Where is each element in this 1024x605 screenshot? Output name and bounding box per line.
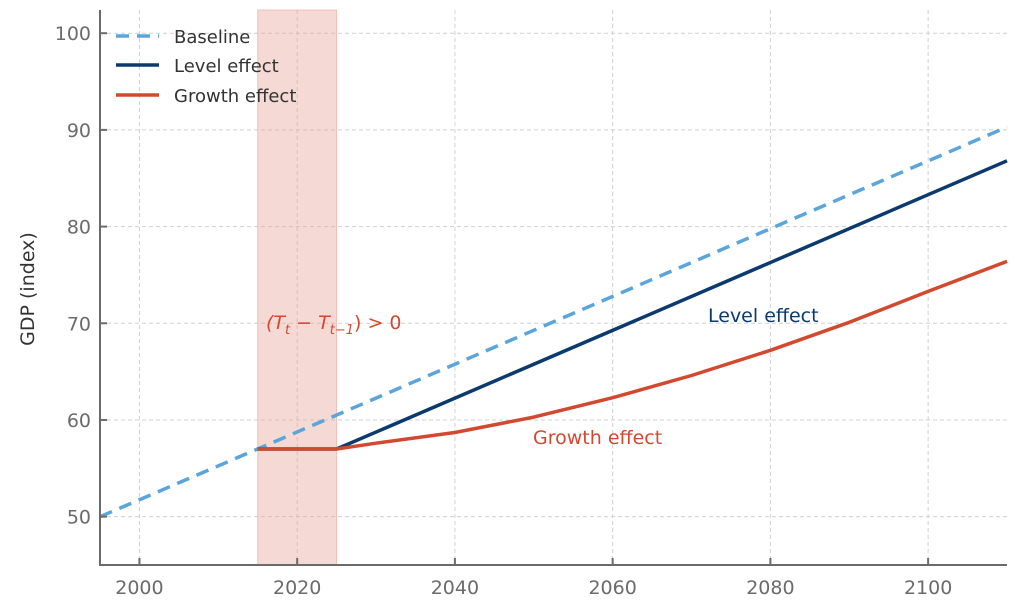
series-layer bbox=[99, 125, 1008, 519]
series-baseline bbox=[99, 125, 1008, 519]
y-ticks: 50 60 70 80 90 100 bbox=[55, 23, 107, 529]
y-tick-label: 70 bbox=[67, 313, 91, 335]
y-tick-label: 100 bbox=[55, 23, 91, 45]
annotation-text: (Tt − Tt−1) > 0 bbox=[266, 312, 402, 338]
x-tick-label: 2020 bbox=[273, 577, 321, 599]
x-tick-label: 2000 bbox=[115, 577, 163, 599]
legend-label-level-effect: Level effect bbox=[174, 56, 279, 77]
legend-item-level-effect: Level effect bbox=[116, 56, 279, 77]
legend-item-growth-effect: Growth effect bbox=[116, 86, 296, 107]
y-tick-label: 60 bbox=[67, 410, 91, 432]
legend-item-baseline: Baseline bbox=[116, 27, 250, 48]
legend-label-baseline: Baseline bbox=[174, 27, 250, 48]
x-tick-label: 2100 bbox=[904, 577, 952, 599]
annotation-growth-effect: Growth effect bbox=[533, 427, 662, 449]
series-growth-effect bbox=[257, 259, 1008, 451]
axes bbox=[99, 10, 1007, 566]
y-tick-label: 80 bbox=[67, 217, 91, 239]
shaded-region bbox=[257, 9, 338, 566]
x-tick-label: 2040 bbox=[431, 577, 479, 599]
x-tick-label: 2060 bbox=[588, 577, 636, 599]
y-axis-label: GDP (index) bbox=[17, 232, 39, 346]
annotation-level-effect: Level effect bbox=[708, 305, 819, 327]
x-ticks: 2000 2020 2040 2060 2080 2100 bbox=[115, 558, 952, 599]
x-tick-label: 2080 bbox=[746, 577, 794, 599]
annotation-temperature-change: (Tt − Tt−1) > 0 bbox=[266, 312, 402, 338]
y-tick-label: 90 bbox=[67, 120, 91, 142]
legend-label-growth-effect: Growth effect bbox=[174, 86, 296, 107]
legend: Baseline Level effect Growth effect bbox=[116, 27, 296, 107]
grid bbox=[100, 10, 1007, 565]
y-tick-label: 50 bbox=[67, 507, 91, 529]
